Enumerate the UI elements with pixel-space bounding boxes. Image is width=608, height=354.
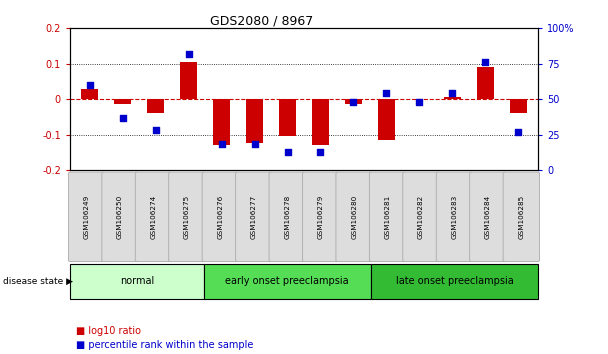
Text: GSM106280: GSM106280 — [351, 195, 357, 239]
Text: GSM106278: GSM106278 — [285, 195, 290, 239]
Text: normal: normal — [120, 276, 154, 286]
Bar — [246, 99, 263, 143]
Bar — [510, 99, 527, 113]
Text: GSM106285: GSM106285 — [519, 195, 524, 239]
Bar — [147, 99, 164, 113]
Text: GSM106276: GSM106276 — [218, 195, 223, 239]
Bar — [444, 97, 461, 99]
Point — [85, 82, 95, 88]
Text: GSM106284: GSM106284 — [485, 195, 491, 239]
Text: GSM106277: GSM106277 — [251, 195, 257, 239]
Point — [283, 149, 292, 154]
Text: late onset preeclampsia: late onset preeclampsia — [396, 276, 513, 286]
Text: GSM106249: GSM106249 — [84, 195, 89, 239]
Text: GSM106275: GSM106275 — [184, 195, 190, 239]
Text: ■ percentile rank within the sample: ■ percentile rank within the sample — [76, 340, 254, 350]
Text: GSM106283: GSM106283 — [452, 195, 457, 239]
Point — [184, 51, 193, 57]
Text: GDS2080 / 8967: GDS2080 / 8967 — [210, 14, 314, 27]
Text: early onset preeclampsia: early onset preeclampsia — [226, 276, 349, 286]
Bar — [81, 88, 98, 99]
Text: GSM106250: GSM106250 — [117, 195, 123, 239]
Text: GSM106282: GSM106282 — [418, 195, 424, 239]
Point — [382, 91, 392, 96]
Point — [447, 91, 457, 96]
Point — [151, 127, 161, 133]
Point — [316, 149, 325, 154]
Bar — [279, 99, 295, 136]
Text: ■ log10 ratio: ■ log10 ratio — [76, 326, 141, 336]
Point — [513, 129, 523, 135]
Point — [415, 99, 424, 105]
Point — [348, 99, 358, 105]
Point — [250, 142, 260, 147]
Bar — [213, 99, 230, 145]
Bar — [477, 67, 494, 99]
Bar — [345, 99, 362, 104]
Point — [480, 59, 490, 65]
Bar — [378, 99, 395, 140]
Bar — [114, 99, 131, 104]
Text: GSM106279: GSM106279 — [318, 195, 323, 239]
Bar — [313, 99, 329, 145]
Text: GSM106274: GSM106274 — [151, 195, 156, 239]
Point — [118, 115, 128, 120]
Point — [216, 142, 226, 147]
Text: disease state ▶: disease state ▶ — [3, 277, 73, 286]
Text: GSM106281: GSM106281 — [385, 195, 390, 239]
Bar — [181, 62, 197, 99]
